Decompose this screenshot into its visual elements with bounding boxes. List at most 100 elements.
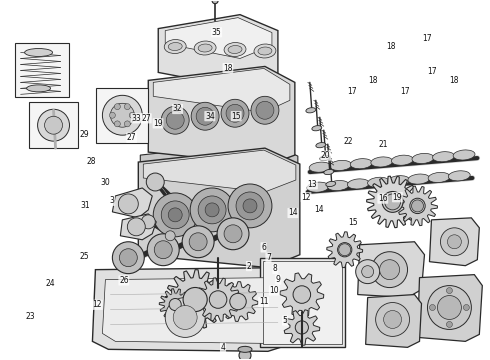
Circle shape xyxy=(410,198,425,213)
Circle shape xyxy=(385,194,400,210)
Circle shape xyxy=(230,293,246,310)
Polygon shape xyxy=(153,68,290,112)
Circle shape xyxy=(124,104,130,109)
Circle shape xyxy=(161,201,189,229)
Ellipse shape xyxy=(312,126,322,131)
Polygon shape xyxy=(417,275,482,341)
Circle shape xyxy=(166,111,184,129)
Polygon shape xyxy=(429,218,479,266)
Ellipse shape xyxy=(168,42,182,50)
Text: 14: 14 xyxy=(288,208,298,217)
Text: 25: 25 xyxy=(80,252,90,261)
Circle shape xyxy=(112,242,144,274)
Polygon shape xyxy=(280,273,324,316)
Circle shape xyxy=(124,121,130,127)
Circle shape xyxy=(209,291,227,308)
Bar xyxy=(260,258,345,347)
Text: 18: 18 xyxy=(386,42,395,51)
Ellipse shape xyxy=(309,162,331,172)
Circle shape xyxy=(446,288,452,293)
Text: 18: 18 xyxy=(223,64,233,73)
Circle shape xyxy=(339,244,351,256)
Polygon shape xyxy=(284,310,320,345)
Text: 32: 32 xyxy=(173,104,182,113)
Polygon shape xyxy=(112,188,152,218)
Text: 4: 4 xyxy=(220,343,225,352)
Circle shape xyxy=(165,298,205,337)
Polygon shape xyxy=(102,278,285,343)
Circle shape xyxy=(251,96,279,124)
Ellipse shape xyxy=(26,85,50,92)
Circle shape xyxy=(168,208,182,222)
Text: 3: 3 xyxy=(110,196,115,205)
Text: 29: 29 xyxy=(80,130,90,139)
Circle shape xyxy=(110,103,134,127)
Text: 6: 6 xyxy=(261,243,266,252)
Ellipse shape xyxy=(164,40,186,54)
Ellipse shape xyxy=(307,182,329,192)
Ellipse shape xyxy=(347,179,369,189)
Text: 18: 18 xyxy=(368,76,378,85)
Text: 23: 23 xyxy=(25,312,35,321)
Ellipse shape xyxy=(408,174,430,184)
Ellipse shape xyxy=(198,44,212,52)
Circle shape xyxy=(217,218,249,250)
Circle shape xyxy=(189,233,207,251)
Circle shape xyxy=(362,266,374,278)
Circle shape xyxy=(356,260,380,284)
Text: 33: 33 xyxy=(132,114,142,123)
Bar xyxy=(263,261,342,345)
Circle shape xyxy=(295,321,308,334)
Circle shape xyxy=(464,305,469,310)
Circle shape xyxy=(382,192,403,212)
Circle shape xyxy=(114,104,121,109)
Polygon shape xyxy=(140,141,298,168)
Circle shape xyxy=(119,194,138,214)
Circle shape xyxy=(173,306,197,329)
Circle shape xyxy=(154,241,172,259)
Circle shape xyxy=(226,104,244,122)
Polygon shape xyxy=(121,214,156,240)
Text: 31: 31 xyxy=(80,201,90,210)
Circle shape xyxy=(239,349,251,360)
Circle shape xyxy=(212,0,218,4)
Polygon shape xyxy=(159,289,191,320)
Text: 27: 27 xyxy=(127,133,136,142)
Text: 15: 15 xyxy=(231,112,241,121)
Circle shape xyxy=(224,225,242,243)
Circle shape xyxy=(109,112,115,118)
Ellipse shape xyxy=(224,42,246,57)
Circle shape xyxy=(161,106,189,134)
Text: 8: 8 xyxy=(273,265,278,274)
Text: 5: 5 xyxy=(283,316,288,325)
Circle shape xyxy=(141,215,155,229)
Ellipse shape xyxy=(326,181,336,186)
Ellipse shape xyxy=(412,153,434,163)
Circle shape xyxy=(153,193,197,237)
Ellipse shape xyxy=(316,143,326,148)
Circle shape xyxy=(438,296,462,319)
Polygon shape xyxy=(165,18,272,58)
Circle shape xyxy=(446,321,452,328)
Text: 11: 11 xyxy=(259,297,269,306)
Ellipse shape xyxy=(327,180,349,190)
Text: 14: 14 xyxy=(315,205,324,214)
Circle shape xyxy=(243,199,257,213)
Circle shape xyxy=(228,184,272,228)
Circle shape xyxy=(384,310,401,328)
Circle shape xyxy=(120,249,137,267)
Ellipse shape xyxy=(320,156,330,161)
Circle shape xyxy=(412,200,423,212)
Text: 10: 10 xyxy=(270,286,279,295)
Polygon shape xyxy=(158,15,278,88)
Circle shape xyxy=(447,235,462,249)
Text: 13: 13 xyxy=(308,180,317,189)
Bar xyxy=(15,42,70,97)
Circle shape xyxy=(127,218,145,236)
Text: 7: 7 xyxy=(266,253,271,262)
Circle shape xyxy=(338,243,352,257)
Text: 27: 27 xyxy=(142,114,151,123)
Text: 17: 17 xyxy=(400,86,410,95)
Polygon shape xyxy=(148,67,295,165)
Ellipse shape xyxy=(306,108,316,113)
